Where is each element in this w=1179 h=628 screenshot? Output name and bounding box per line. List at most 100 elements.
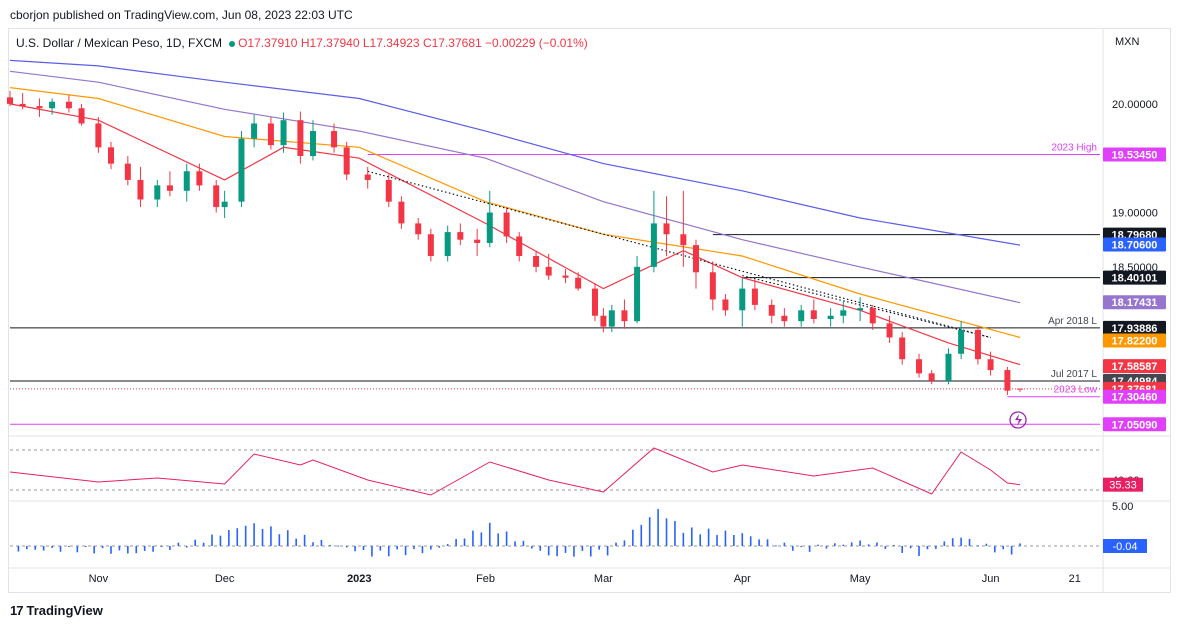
candle-body [385,179,392,202]
x-tick-label: Mar [594,573,613,585]
price-label-bg [1103,359,1166,374]
trendline [742,275,991,339]
x-tick-label: May [850,573,871,585]
candle-body [798,310,805,322]
candle-body [781,315,788,322]
candle-body [124,163,131,180]
hist-bar [185,546,188,548]
hist-bar [329,544,331,546]
hist-bar [640,524,643,546]
candle-body [575,277,582,289]
price-label-bg [1103,333,1166,348]
hist-bar [834,543,836,546]
hist-bar [985,543,988,546]
candle-body [7,97,13,104]
candle-body [65,101,72,109]
candle-body [343,147,350,175]
hist-bar [387,546,390,557]
hist-bar [312,542,314,546]
hist-bar [943,541,946,546]
price-label: 18.40101 [1112,273,1158,285]
hist-bar [488,522,491,546]
hist-bar [303,534,306,546]
candle-body [810,310,817,320]
candle-body [486,212,493,243]
hist-bar [935,546,937,549]
hist-bar [800,546,802,547]
hist-bar [783,542,786,546]
hist-bar [842,544,845,546]
low-value: L17.34923 [362,36,420,50]
close-value: C17.37681 [422,36,482,50]
price-label: 17.93886 [1112,323,1158,335]
candle-body [562,275,569,278]
hist-bar [775,545,777,547]
hist-bar [261,528,264,546]
candle-body [533,255,540,267]
candle-body [415,223,422,235]
hist-bar [960,537,962,546]
hist-bar [850,542,853,546]
hist-bar [808,546,811,552]
hist-bar [564,546,567,553]
hist-bar [531,546,533,549]
hist-bar [901,546,904,553]
hist-bar [26,546,28,550]
hist-bar [716,535,718,546]
hist-bar [34,546,37,550]
hist-bar [884,546,887,549]
hist-bar [497,533,499,546]
hist-tick-label: 5.00 [1112,501,1133,513]
hist-bar [438,546,441,548]
candle-body [331,131,338,148]
candle-body [516,236,523,256]
ema-line [9,87,1021,339]
candle-body [974,329,981,360]
hist-bar [951,538,954,546]
hist-bar [211,534,213,546]
candle-body [78,108,85,124]
hist-bar [674,521,676,546]
hist-bar [446,544,449,546]
candle-body [1004,370,1011,391]
hist-bar [219,535,222,546]
level-label: 2023 High [1051,142,1097,153]
hist-bar [59,546,62,552]
price-label-bg [1103,270,1166,285]
hist-bar [749,536,752,546]
hist-bar [993,546,996,553]
symbol-title[interactable]: U.S. Dollar / Mexican Peso, 1D, FXCM [16,36,223,50]
candle-body [183,171,190,191]
candle-body [545,266,552,276]
candle-body [827,315,834,320]
x-tick-label: 21 [1069,573,1081,585]
candle-body [608,310,615,327]
price-label-bg [1103,147,1166,162]
hist-bar [169,546,171,550]
hist-bar [556,546,558,557]
hist-bar [707,528,710,546]
hist-bar [1010,546,1013,555]
x-tick-label: Nov [89,573,109,585]
hist-bar [514,541,516,546]
high-value: H17.37940 [300,36,360,50]
candle-body [154,185,161,200]
hist-bar [665,518,668,546]
event-marker-icon [1009,411,1027,429]
candle-body [398,201,405,224]
hist-bar [699,534,701,546]
currency-label: MXN [1115,36,1140,48]
price-label-bg [1103,320,1166,335]
hist-bar [17,546,20,552]
candle-body [196,171,203,186]
x-tick-label: 2023 [347,573,371,585]
hist-bar [690,527,693,546]
candle-body [1017,388,1024,390]
hist-bar [876,542,878,546]
candle-body [751,288,758,305]
hist-bar [539,546,542,551]
hist-bar [1002,546,1005,550]
hist-bar [606,546,609,556]
candle-body [634,266,641,322]
